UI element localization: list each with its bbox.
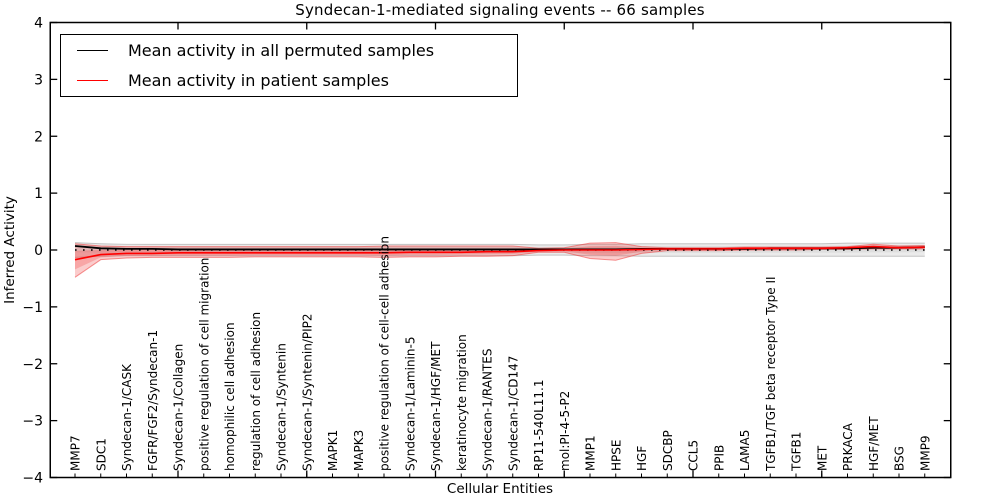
x-tick-label: TGFB1 <box>790 432 804 472</box>
x-tick-label: PRKACA <box>841 422 855 471</box>
x-tick-label: Syndecan-1/HGF/MET <box>429 341 443 471</box>
x-tick-label: SDCBP <box>661 430 675 471</box>
x-tick-label: MMP1 <box>584 435 598 471</box>
x-tick-label: keratinocyte migration <box>455 334 469 471</box>
y-axis-label: Inferred Activity <box>2 196 18 304</box>
plot-frame <box>49 21 952 479</box>
legend-label-permuted: Mean activity in all permuted samples <box>128 40 435 60</box>
x-tick-label: MAPK1 <box>326 430 340 471</box>
x-axis-label: Cellular Entities <box>446 481 554 497</box>
band-patient <box>74 242 925 278</box>
y-tick-label: −3 <box>22 414 43 430</box>
y-tick-label: −1 <box>22 300 43 316</box>
x-tick-label: mol:PI-4-5-P2 <box>558 391 572 471</box>
y-tick-label: 0 <box>34 243 43 259</box>
legend: Mean activity in all permuted samples Me… <box>60 34 518 97</box>
y-tick-label: 1 <box>34 186 43 202</box>
x-tick-label: MAPK3 <box>352 430 366 471</box>
y-tick-label: 2 <box>34 129 43 145</box>
x-tick-label: MMP7 <box>69 435 83 471</box>
x-tick-label: regulation of cell adhesion <box>249 312 263 471</box>
black-line-swatch-icon <box>77 49 108 51</box>
x-tick-label: RP11-540L11.1 <box>532 380 546 471</box>
line-patient <box>74 245 925 261</box>
y-tick-label: 3 <box>34 72 43 88</box>
x-tick-label: Syndecan-1/CASK <box>120 363 134 471</box>
x-tick-label: CCL5 <box>687 440 701 471</box>
x-tick-label: positive regulation of cell-cell adhesio… <box>378 236 392 471</box>
chart-title: Syndecan-1-mediated signaling events -- … <box>295 1 705 19</box>
red-line-swatch-icon <box>77 80 108 82</box>
x-tick-label: positive regulation of cell migration <box>197 258 211 471</box>
legend-item-patient: Mean activity in patient samples <box>77 66 517 97</box>
x-tick-label: FGFR/FGF2/Syndecan-1 <box>146 330 160 471</box>
x-tick-label: TGFB1/TGF beta receptor Type II <box>764 276 778 472</box>
x-tick-label: HPSE <box>609 440 623 471</box>
x-tick-label: HGF/MET <box>867 416 881 471</box>
x-tick-label: homophilic cell adhesion <box>223 322 237 471</box>
x-tick-label: SDC1 <box>94 438 108 471</box>
y-tick-label: 4 <box>34 16 43 32</box>
legend-label-patient: Mean activity in patient samples <box>128 71 389 91</box>
x-tick-label: Syndecan-1/Collagen <box>172 344 186 471</box>
y-tick-label: −2 <box>22 357 43 373</box>
x-tick-label: Syndecan-1/Syntenin/PIP2 <box>300 313 314 471</box>
x-tick-label: LAMA5 <box>738 430 752 471</box>
legend-item-permuted: Mean activity in all permuted samples <box>77 35 517 66</box>
x-tick-label: HGF <box>635 446 649 471</box>
y-ticks: −4 −3 −2 −1 0 1 2 3 4 <box>22 16 951 487</box>
x-tick-label: Syndecan-1/Laminin-5 <box>403 337 417 471</box>
x-tick-label: MET <box>815 445 829 471</box>
y-tick-label: −4 <box>22 471 43 487</box>
x-tick-label: Syndecan-1/RANTES <box>481 349 495 471</box>
x-tick-label: BSG <box>893 446 907 471</box>
x-tick-label: PPIB <box>712 445 726 471</box>
x-tick-label: Syndecan-1/Syntenin <box>275 343 289 471</box>
x-tick-label: MMP9 <box>918 435 932 471</box>
x-tick-label: Syndecan-1/CD147 <box>506 356 520 471</box>
x-category-labels: MMP7 SDC1 Syndecan-1/CASK FGFR/FGF2/Syndeca… <box>69 236 933 472</box>
